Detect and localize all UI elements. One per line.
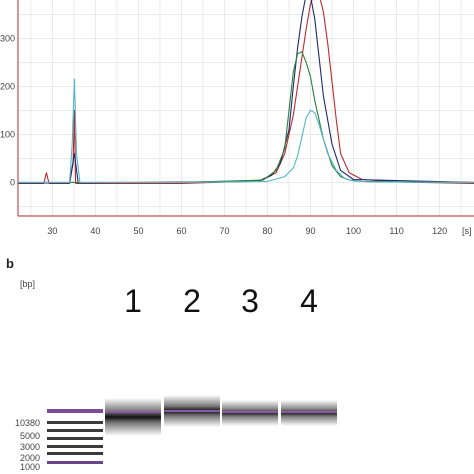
ladder-label: 5000 <box>20 431 40 441</box>
y-tick-label: 200 <box>0 81 15 91</box>
ladder-band <box>47 452 103 455</box>
ladder-band <box>47 445 103 448</box>
x-tick-label: 60 <box>176 226 186 236</box>
axes <box>17 0 474 217</box>
lane-4 <box>281 400 337 426</box>
lane-1 <box>105 398 161 436</box>
panel-b-label: b <box>6 256 14 271</box>
x-tick-labels: 30 40 50 60 70 80 90 100 110 120 <box>47 226 447 236</box>
ladder-lane <box>47 409 103 464</box>
x-tick-label: 50 <box>133 226 143 236</box>
series-line-4 <box>18 78 474 183</box>
x-tick-label: 40 <box>90 226 100 236</box>
ladder-band <box>47 421 103 424</box>
x-tick-label: 80 <box>263 226 273 236</box>
lane-number: 4 <box>300 283 318 319</box>
x-tick-label: 110 <box>389 226 403 236</box>
panel-a-chart: 0 100 200 300 30 40 50 60 70 80 90 100 110 120 [s] <box>0 0 474 236</box>
lane-3 <box>222 400 278 426</box>
series-lines <box>18 0 474 184</box>
lane-number: 3 <box>241 283 259 319</box>
ladder-band-bottom <box>47 461 103 464</box>
y-tick-label: 0 <box>10 177 15 187</box>
y-tick-label: 300 <box>0 33 15 43</box>
lane-2 <box>164 395 220 427</box>
lane-1-marker <box>105 411 161 413</box>
ladder-band <box>47 437 103 440</box>
lane-number: 2 <box>183 283 201 319</box>
lane-1-band <box>105 398 161 436</box>
x-unit-label: [s] <box>462 226 472 236</box>
ladder-band <box>47 429 103 432</box>
lane-3-marker <box>222 411 278 413</box>
y-tick-labels: 0 100 200 300 <box>0 33 15 187</box>
ladder-label: 2000 <box>20 453 40 463</box>
ladder-label: 1000 <box>20 462 40 472</box>
lane-2-marker <box>164 410 220 412</box>
lane-numbers: 1 2 3 4 <box>124 283 318 319</box>
x-tick-label: 30 <box>47 226 57 236</box>
y-tick-label: 100 <box>0 129 15 139</box>
lane-number: 1 <box>124 283 142 319</box>
ladder-label: 3000 <box>20 442 40 452</box>
lane-4-marker <box>281 411 337 413</box>
ladder-band-top <box>47 409 103 413</box>
x-tick-label: 70 <box>219 226 229 236</box>
x-tick-label: 90 <box>306 226 316 236</box>
x-tick-label: 120 <box>432 226 447 236</box>
gel-unit-label: [bp] <box>20 279 35 289</box>
x-tick-label: 100 <box>346 226 361 236</box>
ladder-label: 10380 <box>15 418 40 428</box>
